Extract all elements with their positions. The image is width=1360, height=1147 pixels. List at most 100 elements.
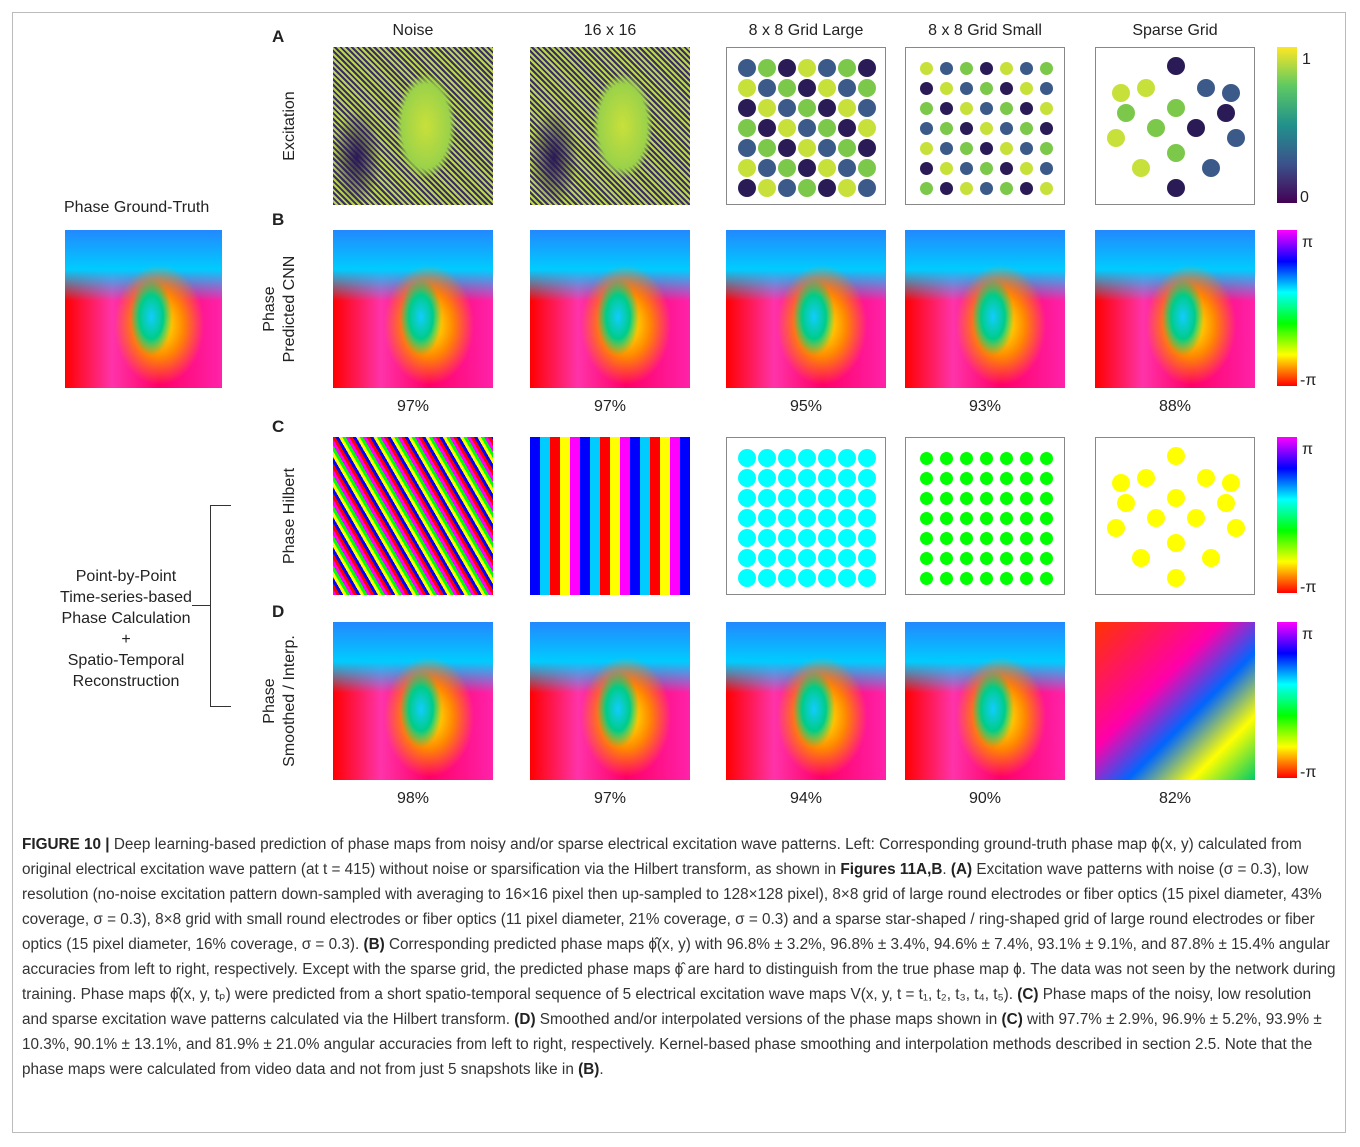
colorbar-top-label: π xyxy=(1302,441,1313,459)
electrode xyxy=(1000,512,1013,525)
electrode xyxy=(940,452,953,465)
electrode xyxy=(920,492,933,505)
electrode xyxy=(858,119,876,137)
electrode xyxy=(778,59,796,77)
electrode xyxy=(738,179,756,197)
panel-letter: C xyxy=(272,417,284,437)
electrode xyxy=(758,79,776,97)
electrode xyxy=(1020,452,1033,465)
electrode xyxy=(738,529,756,547)
electrode xyxy=(1020,492,1033,505)
electrode xyxy=(960,572,973,585)
electrode xyxy=(738,59,756,77)
electrode xyxy=(960,512,973,525)
electrode xyxy=(940,82,953,95)
panel-image xyxy=(726,437,886,595)
method-line: Point-by-Point xyxy=(40,566,212,587)
row-label-text: PhaseSmoothed / Interp. xyxy=(260,635,300,767)
electrode xyxy=(980,492,993,505)
method-line: Reconstruction xyxy=(40,671,212,692)
accuracy: 90% xyxy=(905,790,1065,808)
panel-letter: A xyxy=(272,27,284,47)
row-label-text: Phase Hilbert xyxy=(280,468,300,564)
panel-letter: B xyxy=(272,210,284,230)
ground-truth-label: Phase Ground-Truth xyxy=(64,199,209,217)
electrode xyxy=(798,59,816,77)
electrode xyxy=(920,62,933,75)
panel-image xyxy=(1095,230,1255,388)
electrode xyxy=(940,512,953,525)
electrode xyxy=(1040,142,1053,155)
panel-image xyxy=(530,437,690,595)
electrode xyxy=(738,119,756,137)
electrode xyxy=(778,179,796,197)
electrode xyxy=(858,469,876,487)
electrode xyxy=(1000,102,1013,115)
electrode xyxy=(738,509,756,527)
electrode xyxy=(758,59,776,77)
electrode xyxy=(818,509,836,527)
electrode xyxy=(858,179,876,197)
electrode xyxy=(818,139,836,157)
electrode xyxy=(838,99,856,117)
accuracy: 97% xyxy=(333,398,493,416)
electrode xyxy=(818,469,836,487)
caption: FIGURE 10 | Deep learning-based predicti… xyxy=(22,832,1340,1082)
electrode xyxy=(758,139,776,157)
electrode xyxy=(1000,182,1013,195)
electrode xyxy=(1112,474,1130,492)
electrode xyxy=(1167,534,1185,552)
electrode xyxy=(778,79,796,97)
electrode xyxy=(960,62,973,75)
column-header: Sparse Grid xyxy=(1095,22,1255,40)
electrode xyxy=(1187,119,1205,137)
electrode xyxy=(1112,84,1130,102)
panel-image xyxy=(333,47,493,205)
caption-run: . xyxy=(599,1061,603,1078)
electrode xyxy=(1040,532,1053,545)
electrode xyxy=(798,179,816,197)
caption-run: Smoothed and/or interpolated versions of… xyxy=(536,1011,1002,1028)
electrode xyxy=(738,569,756,587)
method-line: Phase Calculation xyxy=(40,608,212,629)
electrode xyxy=(980,162,993,175)
electrode xyxy=(1187,509,1205,527)
electrode xyxy=(940,102,953,115)
electrode xyxy=(1020,552,1033,565)
electrode xyxy=(1040,492,1053,505)
electrode xyxy=(818,99,836,117)
electrode xyxy=(758,449,776,467)
electrode xyxy=(858,59,876,77)
electrode xyxy=(1040,572,1053,585)
caption-run: (D) xyxy=(514,1011,535,1028)
row-label-line: Phase xyxy=(260,256,280,363)
caption-run: FIGURE 10 | xyxy=(22,836,110,853)
electrode xyxy=(1132,549,1150,567)
electrode xyxy=(798,529,816,547)
electrode xyxy=(1137,79,1155,97)
electrode xyxy=(960,472,973,485)
electrode xyxy=(818,529,836,547)
panel-image xyxy=(530,622,690,780)
electrode xyxy=(838,449,856,467)
accuracy: 95% xyxy=(726,398,886,416)
electrode xyxy=(940,572,953,585)
electrode xyxy=(1020,532,1033,545)
electrode xyxy=(1020,182,1033,195)
electrode xyxy=(1020,82,1033,95)
electrode xyxy=(960,162,973,175)
electrode xyxy=(1117,494,1135,512)
panel-image xyxy=(726,230,886,388)
electrode xyxy=(838,159,856,177)
electrode xyxy=(1227,519,1245,537)
electrode xyxy=(960,102,973,115)
electrode xyxy=(1117,104,1135,122)
electrode xyxy=(920,162,933,175)
accuracy: 97% xyxy=(530,398,690,416)
electrode xyxy=(1167,489,1185,507)
electrode xyxy=(980,102,993,115)
colorbar-top-label: π xyxy=(1302,626,1313,644)
electrode xyxy=(1000,142,1013,155)
electrode xyxy=(1020,162,1033,175)
